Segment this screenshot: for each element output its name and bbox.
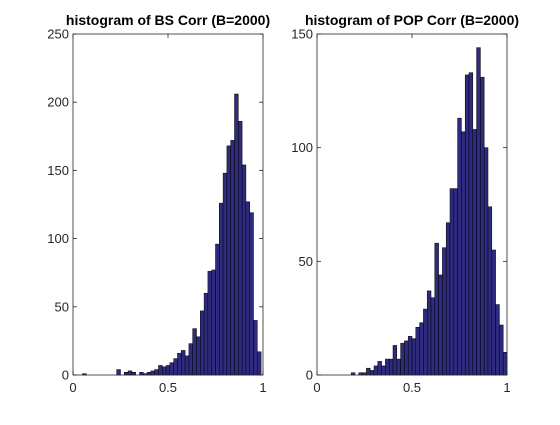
pop-corr-bar	[400, 342, 405, 376]
bs-corr-ytick-label: 200	[47, 95, 69, 110]
bs-corr-ytick-label: 100	[47, 231, 69, 246]
pop-corr-bar	[377, 361, 382, 376]
bs-corr-bar	[162, 366, 167, 376]
bs-corr-bar	[131, 372, 136, 376]
bs-corr-bar	[219, 202, 224, 376]
bs-corr-xtick-label: 0	[69, 380, 76, 395]
bs-corr-xtick-label: 0.5	[159, 380, 177, 395]
bs-corr-bar	[192, 328, 197, 376]
pop-corr-bar	[499, 324, 504, 376]
pop-corr-bar	[464, 74, 470, 376]
bs-corr-bar	[245, 201, 250, 376]
bs-corr-bar	[200, 310, 205, 376]
bs-corr-bar	[146, 372, 152, 376]
pop-corr-ytick-label: 50	[299, 254, 313, 269]
pop-corr-bar	[476, 47, 481, 376]
pop-corr-bar	[423, 308, 428, 376]
bs-corr-ytick-label: 0	[62, 368, 69, 383]
bs-corr-bar	[222, 172, 228, 376]
bs-corr-bar	[188, 343, 193, 376]
pop-corr-bar	[438, 274, 443, 376]
pop-corr-bar	[461, 131, 466, 376]
bs-corr-bar	[241, 164, 247, 376]
pop-corr-bar	[388, 358, 394, 376]
pop-corr-bar	[426, 290, 432, 376]
pop-corr-xtick-label: 1	[503, 380, 510, 395]
bs-corr-bar	[116, 369, 121, 376]
pop-corr-bar	[442, 247, 447, 376]
bs-corr-ytick-label: 50	[55, 299, 69, 314]
bs-corr-xtick-label: 1	[259, 380, 266, 395]
bs-corr-bar	[154, 369, 159, 376]
bs-corr-bar	[253, 320, 258, 376]
bs-corr-bar	[207, 271, 212, 376]
pop-corr-bar	[385, 358, 390, 376]
bs-corr-bar	[173, 358, 178, 376]
bs-corr-bar	[169, 362, 174, 376]
bs-corr-bar	[184, 355, 190, 376]
bs-corr-bar	[150, 370, 155, 376]
pop-corr-bar	[366, 367, 371, 376]
bs-corr-bar	[257, 351, 262, 376]
pop-corr-bar	[483, 147, 489, 376]
bs-corr-bar	[238, 121, 243, 376]
pop-corr-bar	[502, 352, 508, 376]
bs-corr-bar	[226, 145, 231, 376]
pop-corr-bar	[404, 340, 409, 376]
pop-corr-bar	[396, 358, 401, 376]
pop-corr-bar	[373, 365, 379, 376]
pop-corr-bar	[369, 370, 375, 376]
pop-corr-ytick-label: 0	[306, 368, 313, 383]
pop-corr-bar	[419, 322, 424, 376]
bs-corr-bar	[203, 292, 209, 376]
pop-corr-bar	[472, 129, 477, 376]
pop-corr-xtick-label: 0.5	[403, 380, 421, 395]
pop-corr-bar	[453, 188, 458, 376]
bs-corr-bar	[215, 243, 220, 376]
bs-corr-bar	[211, 269, 216, 376]
pop-corr-bar	[480, 76, 485, 376]
pop-corr-bar	[457, 117, 462, 376]
bs-corr-bar	[230, 140, 235, 376]
pop-corr-bar	[392, 345, 398, 376]
pop-corr-histogram: 0 50 100 150 0 0.5 1 histogram of POP Corr (B=2…	[291, 12, 519, 395]
pop-corr-title: histogram of POP Corr (B=2000)	[305, 12, 519, 28]
pop-corr-bar	[411, 338, 417, 376]
pop-corr-bar	[407, 336, 413, 376]
pop-corr-xtick-label: 0	[313, 380, 320, 395]
bs-corr-bar	[158, 365, 163, 376]
bs-corr-bar	[177, 352, 182, 376]
pop-corr-ytick-label: 100	[291, 140, 313, 155]
pop-corr-bar	[381, 365, 386, 376]
pop-corr-bar	[445, 222, 451, 376]
bs-corr-bar	[124, 372, 129, 376]
bs-corr-histogram: 0 50 100 150 200 250 0 0.5 1 histogram of BS Corr…	[47, 12, 270, 395]
pop-corr-bar	[487, 206, 493, 376]
bs-corr-bar	[249, 212, 254, 376]
pop-corr-bar	[491, 249, 496, 376]
bs-corr-ytick-label: 150	[47, 163, 69, 178]
bs-corr-bar	[139, 372, 144, 376]
pop-corr-bar	[449, 188, 455, 376]
bs-corr-ytick-label: 250	[47, 27, 69, 42]
pop-corr-ytick-label: 150	[291, 27, 313, 42]
pop-corr-bar	[495, 304, 500, 376]
pop-corr-bar	[434, 242, 439, 376]
bs-corr-bar	[196, 336, 201, 376]
pop-corr-bar	[415, 327, 420, 376]
bs-corr-bar	[234, 93, 239, 376]
bs-corr-bar	[181, 350, 186, 376]
bs-corr-bar	[127, 370, 133, 376]
pop-corr-bar	[468, 72, 474, 376]
pop-corr-bar	[430, 297, 436, 376]
bs-corr-title: histogram of BS Corr (B=2000)	[66, 12, 270, 28]
